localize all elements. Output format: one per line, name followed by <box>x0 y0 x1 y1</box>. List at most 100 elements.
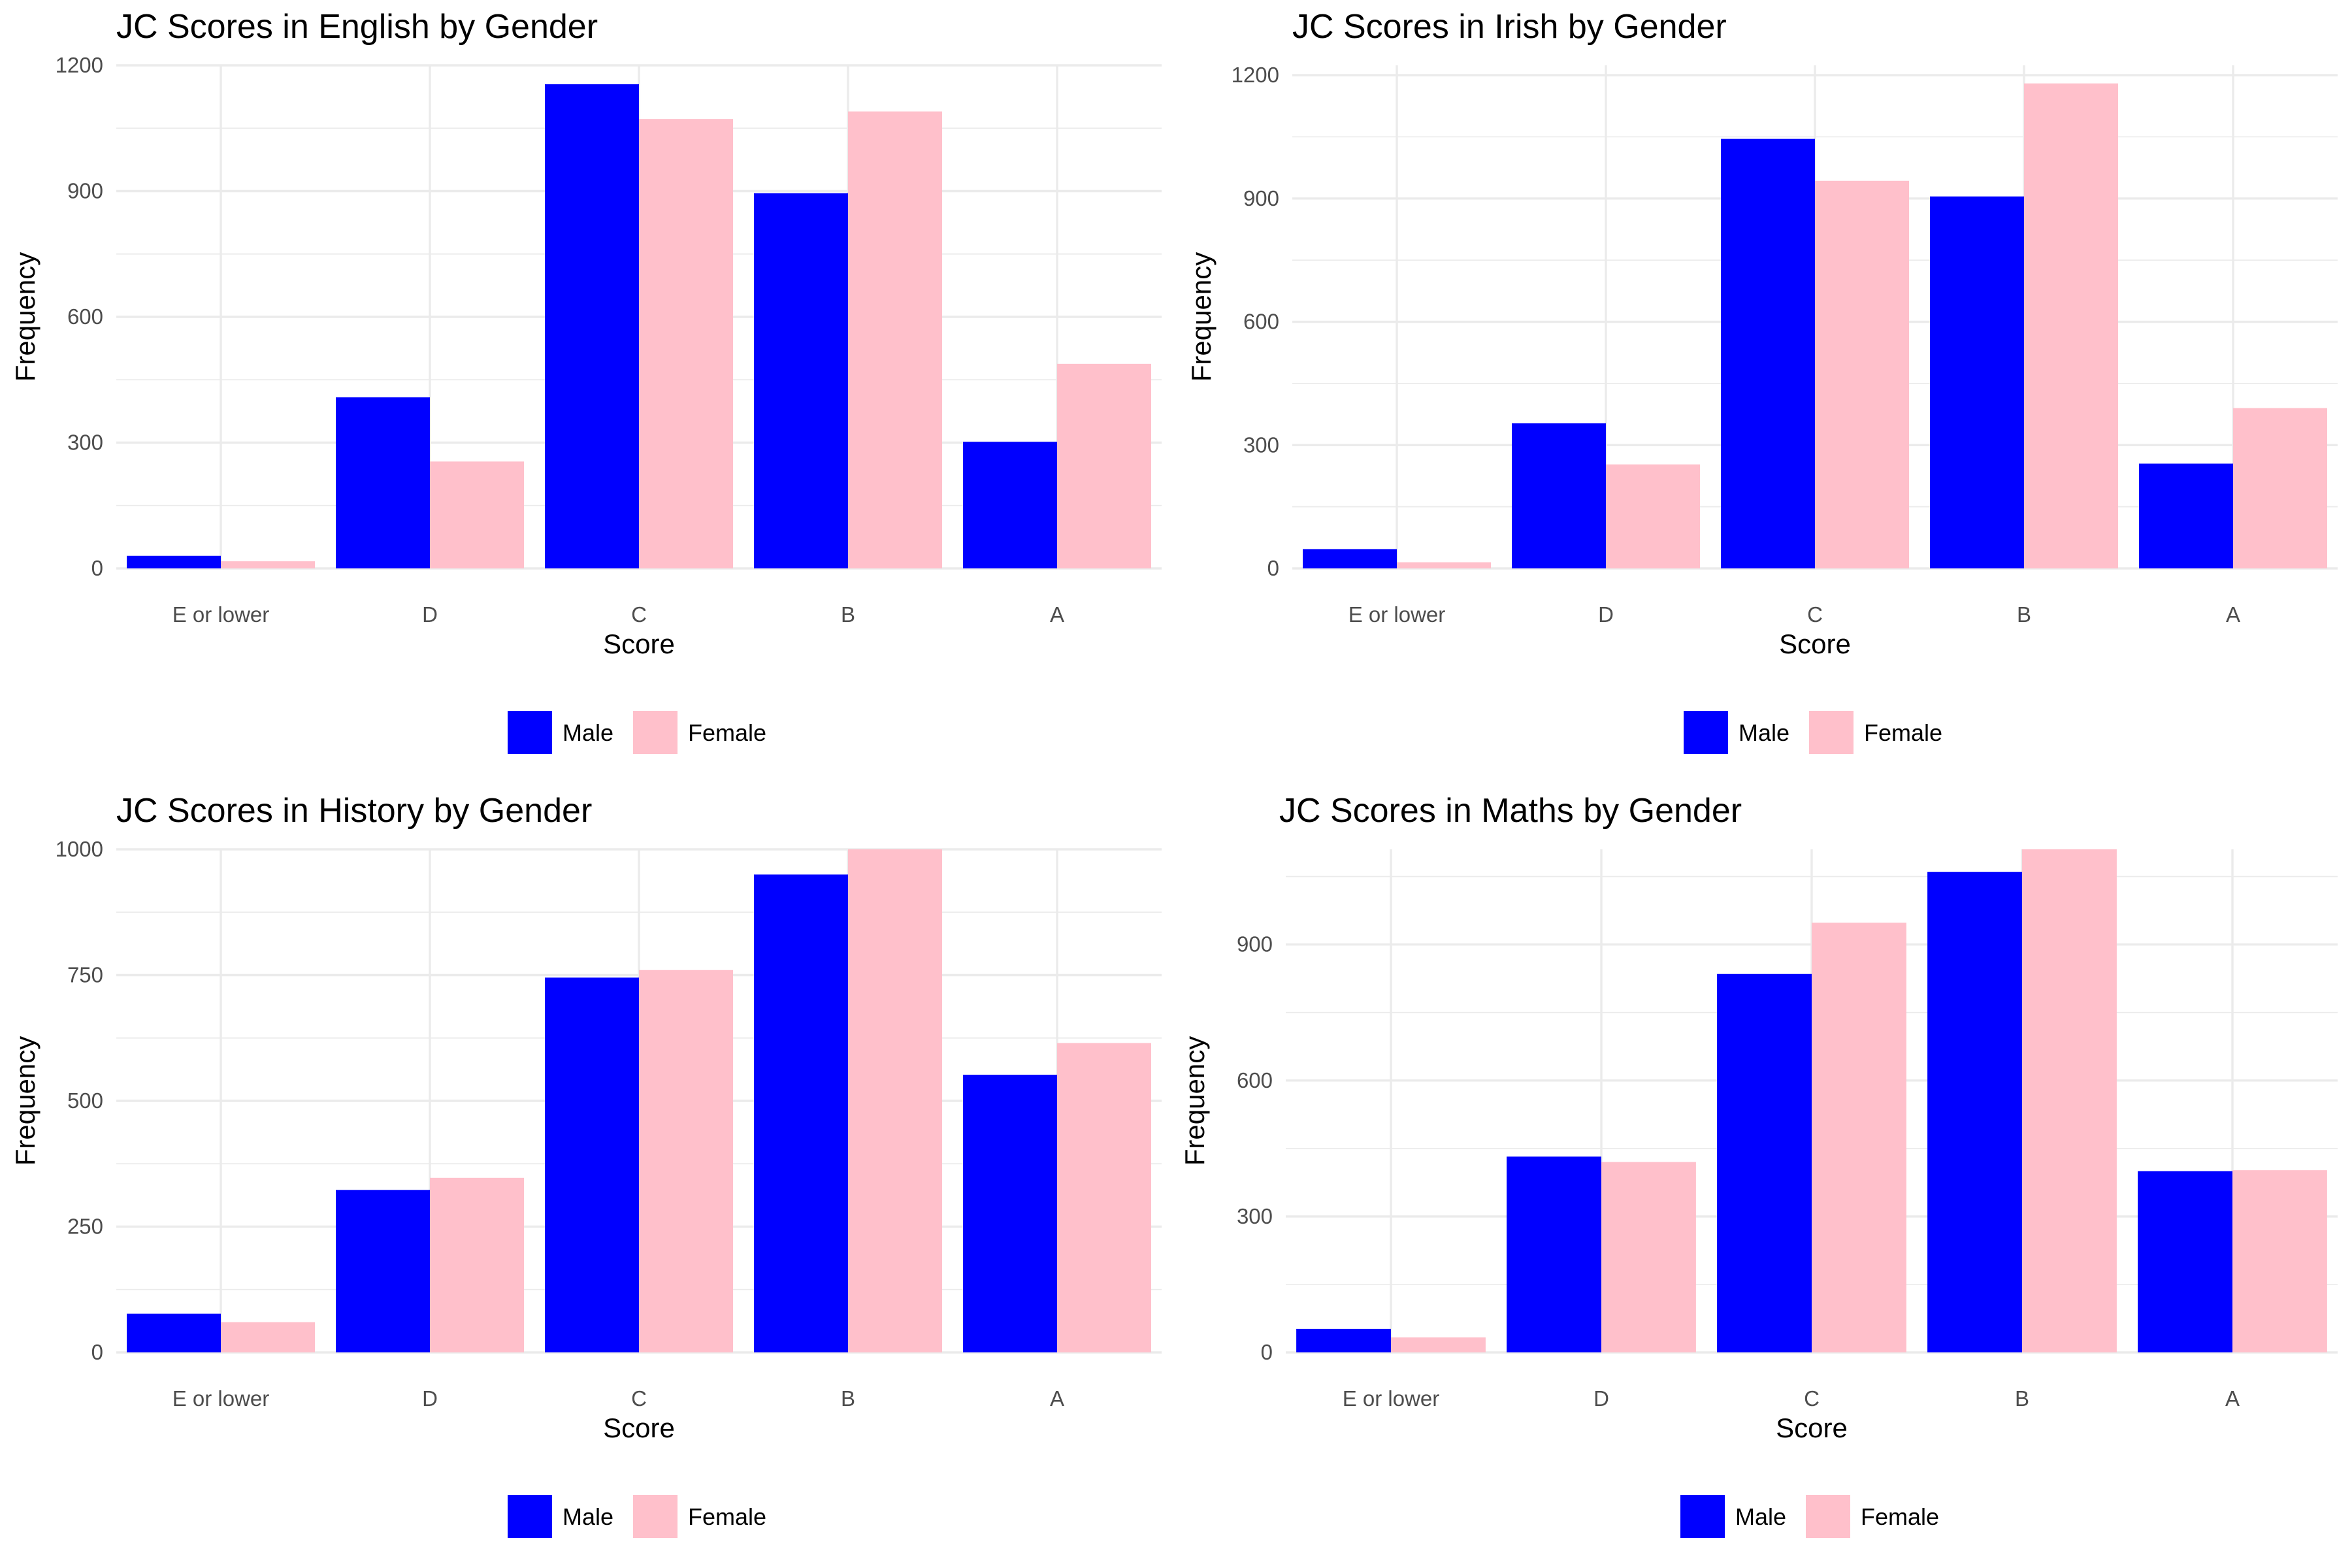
bar-female-d <box>1606 464 1700 568</box>
bar-male-e-or-lower <box>127 555 221 568</box>
bar-male-c <box>545 977 639 1352</box>
y-axis-title: Frequency <box>10 252 41 382</box>
bar-female-b <box>2022 849 2117 1352</box>
bar-male-a <box>2138 1171 2232 1352</box>
bar-female-b <box>848 849 942 1352</box>
bar-female-a <box>2233 408 2327 568</box>
x-tick-label: B <box>841 1386 855 1411</box>
bar-female-c <box>1812 923 1906 1352</box>
legend-key-female <box>1806 1495 1850 1538</box>
y-tick-label: 600 <box>1237 1068 1273 1092</box>
y-tick-label: 900 <box>1237 932 1273 956</box>
bar-female-c <box>639 119 733 569</box>
legend-label-female: Female <box>688 719 766 746</box>
x-tick-label: E or lower <box>172 1386 270 1411</box>
y-tick-label: 1200 <box>56 53 103 77</box>
x-tick-label: A <box>2225 1386 2240 1411</box>
legend: Male Female <box>508 711 766 754</box>
bar-male-a <box>963 442 1057 568</box>
x-tick-label: C <box>1804 1386 1820 1411</box>
chart-panel-3: 0 250 500 750 1000 E or lower D C B A JC Scores in… <box>10 792 1162 1538</box>
bar-female-b <box>2024 83 2118 568</box>
legend-label-female: Female <box>1864 719 1942 746</box>
x-axis-title: Score <box>603 629 675 659</box>
chart-panel-1: 0 300 600 900 1200 E or lower D C B A JC Scores in… <box>10 8 1162 754</box>
bar-female-d <box>430 461 524 568</box>
x-tick-label: C <box>631 602 647 627</box>
legend-label-female: Female <box>688 1503 766 1530</box>
legend-label-male: Male <box>563 1503 613 1530</box>
y-tick-label: 1000 <box>56 837 103 861</box>
y-tick-label: 900 <box>1243 186 1279 210</box>
x-tick-label: C <box>631 1386 647 1411</box>
bar-female-d <box>430 1177 524 1352</box>
x-tick-label: B <box>2017 602 2031 627</box>
x-tick-label: A <box>2226 602 2240 627</box>
chart-title: JC Scores in English by Gender <box>116 8 598 46</box>
bar-female-a <box>2232 1170 2327 1352</box>
bar-male-d <box>1507 1156 1601 1352</box>
y-tick-label: 0 <box>1267 556 1279 580</box>
y-tick-label: 300 <box>1243 433 1279 457</box>
bar-female-e-or-lower <box>221 1322 315 1352</box>
bar-female-a <box>1057 363 1151 568</box>
chart-title: JC Scores in Irish by Gender <box>1292 8 1727 46</box>
chart-title: JC Scores in Maths by Gender <box>1279 792 1742 830</box>
bar-male-c <box>1721 139 1815 569</box>
y-tick-label: 600 <box>67 304 103 329</box>
bar-male-b <box>754 874 848 1352</box>
legend: Male Female <box>1680 1495 1939 1538</box>
bar-female-e-or-lower <box>221 561 315 568</box>
legend-key-male <box>508 1495 552 1538</box>
bar-female-d <box>1601 1162 1696 1352</box>
legend-label-male: Male <box>1739 719 1789 746</box>
y-tick-label: 250 <box>67 1215 103 1239</box>
chart-panel-2: 0 300 600 900 1200 E or lower D C B A JC Scores in… <box>1186 8 2338 754</box>
y-tick-label: 1200 <box>1232 63 1279 87</box>
y-tick-label: 900 <box>67 179 103 203</box>
legend-key-male <box>1680 1495 1725 1538</box>
bar-male-e-or-lower <box>1296 1328 1391 1352</box>
bar-male-d <box>336 1190 430 1352</box>
legend-key-female <box>1809 711 1854 754</box>
legend-key-female <box>633 711 678 754</box>
x-tick-label: A <box>1050 1386 1064 1411</box>
x-tick-label: C <box>1807 602 1823 627</box>
bar-male-a <box>963 1074 1057 1352</box>
bar-female-a <box>1057 1043 1151 1352</box>
x-tick-label: D <box>422 602 438 627</box>
bar-male-c <box>1717 973 1812 1352</box>
x-axis-title: Score <box>603 1413 675 1443</box>
legend-label-female: Female <box>1861 1503 1939 1530</box>
x-tick-label: E or lower <box>1343 1386 1440 1411</box>
legend-key-male <box>508 711 552 754</box>
y-tick-label: 300 <box>67 431 103 455</box>
x-tick-label: D <box>422 1386 438 1411</box>
legend-key-female <box>633 1495 678 1538</box>
bar-male-e-or-lower <box>127 1313 221 1352</box>
legend-label-male: Male <box>1735 1503 1786 1530</box>
bar-male-b <box>754 193 848 568</box>
x-tick-label: B <box>2015 1386 2029 1411</box>
y-tick-label: 600 <box>1243 310 1279 334</box>
bar-female-c <box>1815 180 1909 568</box>
bar-male-c <box>545 84 639 568</box>
bar-male-d <box>336 397 430 568</box>
x-axis-title: Score <box>1779 629 1851 659</box>
y-tick-label: 500 <box>67 1088 103 1113</box>
y-tick-label: 300 <box>1237 1204 1273 1228</box>
bar-male-b <box>1930 196 2024 568</box>
bar-male-b <box>1927 872 2022 1352</box>
x-tick-label: A <box>1050 602 1064 627</box>
y-axis-title: Frequency <box>1186 252 1217 382</box>
y-tick-label: 0 <box>91 1340 103 1364</box>
chart-title: JC Scores in History by Gender <box>116 792 592 830</box>
y-tick-label: 750 <box>67 963 103 987</box>
bar-female-e-or-lower <box>1391 1337 1486 1352</box>
x-tick-label: B <box>841 602 855 627</box>
y-tick-label: 0 <box>1261 1340 1273 1364</box>
legend-label-male: Male <box>563 719 613 746</box>
legend: Male Female <box>508 1495 766 1538</box>
bar-female-b <box>848 111 942 569</box>
